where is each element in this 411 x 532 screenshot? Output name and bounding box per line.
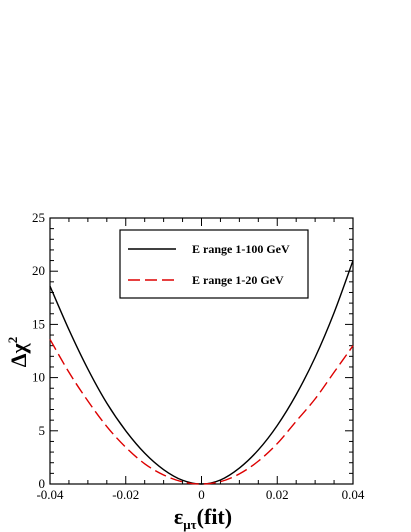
legend-label-series-1: E range 1-100 GeV xyxy=(192,242,290,256)
x-tick-label: 0.02 xyxy=(266,487,289,502)
series-line-2 xyxy=(49,338,354,485)
y-axis-title: Δχ2 xyxy=(5,337,31,367)
legend: E range 1-100 GeV E range 1-20 GeV xyxy=(119,229,309,299)
y-axis-title-sup: 2 xyxy=(5,337,20,344)
y-tick-label: 20 xyxy=(32,263,45,278)
y-axis-title-main: Δχ xyxy=(6,342,31,367)
axis-ticks xyxy=(49,217,354,485)
x-tick-label: 0 xyxy=(198,487,205,502)
y-tick-label: 15 xyxy=(32,316,45,331)
x-axis-title-sub: μτ xyxy=(183,517,196,532)
x-tick-label: -0.04 xyxy=(36,487,64,502)
y-tick-label: 10 xyxy=(32,370,45,385)
x-axis-title: εμτ(fit) xyxy=(174,504,232,532)
legend-label-series-2: E range 1-20 GeV xyxy=(192,273,284,287)
x-tick-label: -0.02 xyxy=(112,487,139,502)
y-tick-label: 0 xyxy=(39,476,46,491)
series-layer xyxy=(49,260,354,485)
x-axis-title-suffix: (fit) xyxy=(197,504,232,529)
legend-box xyxy=(119,229,309,299)
y-tick-label: 25 xyxy=(32,210,45,225)
series-line-1 xyxy=(49,260,354,485)
y-tick-label: 5 xyxy=(39,423,46,438)
axis-tick-labels: -0.04 -0.02 0 0.02 0.04 0 5 10 15 20 25 xyxy=(32,210,365,502)
x-axis-title-main: ε xyxy=(174,504,183,529)
x-tick-label: 0.04 xyxy=(342,487,365,502)
